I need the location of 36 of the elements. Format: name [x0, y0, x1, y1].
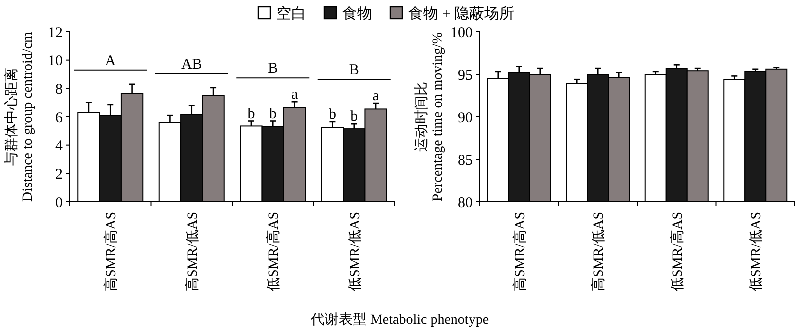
y-tick-label: 2 [56, 166, 63, 183]
x-tick-label: 高SMR/低AS [591, 212, 608, 292]
annotation: A [105, 53, 116, 70]
x-axis-title: 代谢表型 Metabolic phenotype [310, 312, 490, 328]
y-axis-title: 与群体中心距离 Distance to group centroid/cm [4, 32, 36, 202]
x-tick-label: 低SMR/低AS [347, 212, 364, 292]
data-label: b [350, 109, 358, 126]
annotation: AB [181, 56, 202, 73]
y-tick-label: 95 [458, 68, 473, 84]
data-label: b [248, 106, 256, 122]
y-tick-label: 80 [458, 195, 473, 212]
y-tick-label: 85 [458, 152, 473, 169]
y-tick-label: 6 [56, 110, 64, 126]
annotation: B [349, 62, 360, 79]
legend-label: 食物 [342, 5, 372, 22]
legend-label: 空白 [276, 5, 306, 22]
data-label: b [269, 106, 277, 122]
y-tick-label: 0 [56, 195, 63, 212]
annotation: B [268, 61, 278, 78]
data-label: a [291, 87, 298, 104]
y-tick-label: 10 [48, 54, 63, 70]
x-tick-label: 高SMR/高AS [512, 212, 528, 292]
data-label: a [372, 88, 380, 105]
x-tick-label: 低SMR/高AS [266, 212, 282, 292]
x-tick-label: 高SMR/高AS [104, 212, 120, 292]
y-tick-label: 4 [56, 138, 64, 155]
x-tick-label: 低SMR/高AS [670, 212, 686, 292]
data-label: b [328, 106, 336, 123]
x-tick-label: 低SMR/低AS [748, 212, 765, 292]
x-tick-label: 高SMR/低AS [184, 212, 201, 292]
legend-label: 食物 + 隐蔽场所 [408, 5, 514, 22]
y-axis-title: 运动时间比 Percentage time on moving/% [414, 32, 446, 202]
y-tick-label: 100 [450, 25, 473, 42]
y-tick-label: 8 [56, 82, 63, 98]
y-tick-label: 12 [48, 25, 63, 42]
y-tick-label: 90 [458, 110, 473, 126]
